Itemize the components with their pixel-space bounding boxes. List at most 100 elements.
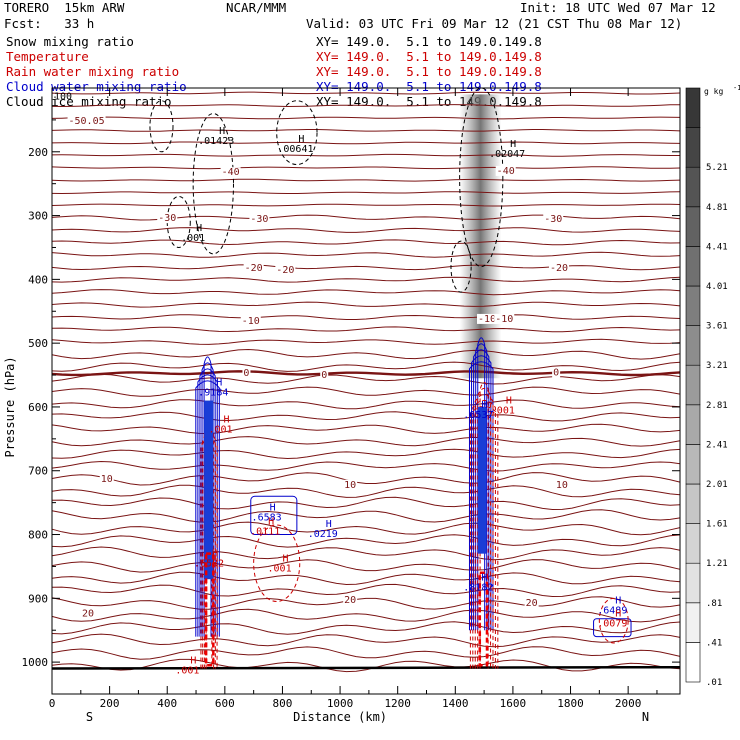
colorbar-tick-label: .81	[706, 599, 722, 609]
cloud-water-contour	[195, 380, 220, 637]
x-tick-label: 600	[215, 697, 235, 710]
isotherm	[51, 646, 681, 660]
y-tick-label: 900	[28, 592, 48, 605]
temperature-label-bg	[343, 595, 358, 606]
temperature-label: -30	[544, 214, 562, 225]
colorbar-tick-label: 5.21	[706, 163, 728, 173]
colorbar-tick-label: .01	[706, 678, 722, 688]
colorbar-bin	[685, 404, 701, 445]
plot-frame	[51, 87, 681, 695]
y-tick-label: 800	[28, 529, 48, 542]
header-valid: Valid: 03 UTC Fri 09 Mar 12 (21 CST Thu …	[306, 16, 683, 31]
axes: 0 200 400 600 800 1000 1200 1400 1600 1800 2000200…	[3, 87, 681, 724]
isotherm	[51, 484, 681, 498]
temperature-label: 0	[243, 368, 249, 379]
y-tick-label: 600	[28, 401, 48, 414]
isotherm	[51, 583, 681, 598]
isotherm	[51, 399, 681, 410]
isotherm	[51, 571, 681, 586]
temperature-label-bg	[81, 608, 96, 619]
temperature-label-bg	[494, 313, 515, 324]
y-tick-label: 200	[28, 146, 48, 159]
maximum-marker: H	[510, 139, 516, 150]
isotherm	[51, 264, 681, 271]
endpoint-right: N	[642, 710, 649, 724]
colorbar-bin	[685, 483, 701, 524]
y-tick-label: 300	[28, 210, 48, 223]
isotherm	[51, 178, 681, 182]
colorbar-bin	[685, 127, 701, 168]
maximum-marker: H	[190, 656, 196, 667]
isotherm	[51, 521, 681, 536]
x-tick-label: 800	[273, 697, 293, 710]
maximum-label: .001	[491, 405, 515, 416]
colorbar-tick-label: 4.01	[706, 282, 728, 292]
rain-water-contour	[469, 405, 499, 669]
colorbar-tick-label: 1.61	[706, 520, 728, 530]
colorbar-tick-label: 3.21	[706, 361, 728, 371]
rain-water-contour	[598, 597, 629, 644]
x-tick-label: 1400	[442, 697, 469, 710]
temperature-label: -20	[245, 263, 263, 274]
x-axis-title: Distance (km)	[293, 710, 387, 724]
colorbar-bin	[685, 166, 701, 208]
temperature-label: -50.05	[69, 116, 105, 127]
plot-area: -40 -40-30 -30 -30-20 -20 -20-10 -10 -100 0 01010…	[51, 87, 681, 677]
rain-water-contour	[479, 381, 489, 669]
isotherm	[51, 386, 681, 397]
isotherm	[51, 239, 681, 246]
maximum-label: .6489	[597, 606, 627, 617]
maximum-label: .8182	[463, 583, 493, 594]
header-fcst: Fcst: 33 h	[4, 16, 95, 31]
y-tick-label: 500	[28, 337, 48, 350]
maximum-label: .001	[175, 666, 199, 677]
maximum-marker: H	[481, 400, 487, 411]
isotherm	[51, 153, 680, 157]
rain-water-contour	[472, 399, 496, 669]
colorbar-tick-label: 1.21	[706, 559, 728, 569]
maximum-marker: H	[224, 414, 230, 425]
maximum-label: .0219	[308, 529, 338, 540]
temperature-label: -10	[478, 314, 496, 325]
maximum-label: .9184	[198, 387, 228, 398]
maximum-label: .001	[181, 233, 205, 244]
legend-item-xy: XY= 149.0. 5.1 to 149.0.149.8	[316, 64, 542, 79]
y-tick-label: 1000	[22, 656, 49, 669]
rain-water-core	[478, 571, 489, 667]
isotherm	[51, 314, 681, 320]
isotherm	[51, 448, 681, 460]
isotherm	[51, 191, 681, 195]
maximum-marker: H	[268, 517, 274, 528]
temperature-label: -30	[158, 213, 176, 224]
cloud-water-core	[204, 400, 214, 580]
isotherm	[51, 658, 681, 673]
x-tick-label: 200	[100, 697, 120, 710]
cloud-water-contour	[473, 349, 490, 631]
isotherm	[51, 509, 681, 523]
maximum-marker: H	[298, 134, 304, 145]
cloud-water-contour	[201, 362, 214, 637]
isotherm	[51, 411, 681, 422]
maximum-label: .001	[268, 564, 292, 575]
legend-item-xy: XY= 149.0. 5.1 to 149.0.149.8	[316, 49, 542, 64]
isotherm	[51, 301, 681, 308]
maximum-marker: H	[326, 519, 332, 530]
cloud-water-contour	[203, 356, 212, 637]
maximum-marker: H	[196, 223, 202, 234]
isotherm	[51, 251, 681, 258]
temperature-label: 20	[526, 598, 538, 609]
isotherm	[51, 559, 681, 573]
legend-item-name: Rain water mixing ratio	[6, 64, 180, 79]
snow-plume	[459, 94, 502, 379]
legend-item-name: Cloud water mixing ratio	[6, 79, 187, 94]
colorbar-bin	[685, 285, 701, 326]
maximum-marker: H	[219, 126, 225, 137]
x-tick-label: 400	[157, 697, 177, 710]
colorbar-bin	[685, 562, 701, 604]
colorbar-tick-label: 3.61	[706, 322, 728, 332]
cloud-water-core	[477, 406, 487, 554]
isotherm	[51, 596, 681, 610]
y-axis-title: Pressure (hPa)	[3, 356, 17, 457]
maximum-label: .01423	[198, 136, 234, 147]
rain-water-contour	[474, 393, 494, 669]
